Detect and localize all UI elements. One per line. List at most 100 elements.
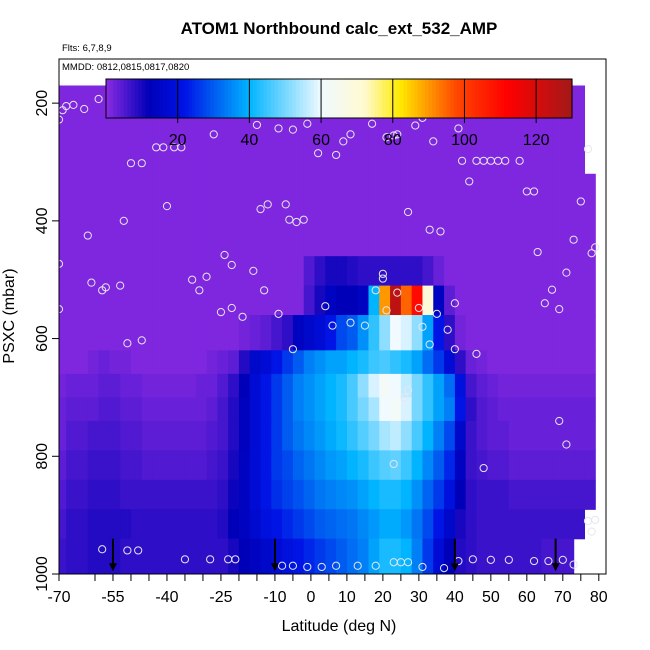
ground-arrow-0 [108,538,117,572]
heatmap-cell-6-7 [130,315,143,351]
heatmap-cell-9-13 [195,397,208,422]
heatmap-cell-8-36 [444,373,456,399]
heatmap-cell-8-20 [271,373,283,399]
heatmap-cell-11-34 [422,450,434,481]
heatmap-cell-10-29 [368,420,380,451]
heatmap-cell-12-30 [379,479,391,510]
heatmap-cell-7-13 [195,350,208,375]
heatmap-cell-5-37 [454,285,467,316]
sample-point-34 [260,286,269,295]
sample-point-91 [371,561,380,570]
heatmap-cell-7-41 [498,350,510,375]
heatmap-cell-10-23 [303,420,316,451]
colorbar-segment-34 [227,79,233,118]
heatmap-cell-5-43 [519,285,532,316]
colorbar-segment-93 [439,79,444,118]
heatmap-cell-12-20 [271,479,283,510]
heatmap-cell-8-30 [379,373,391,399]
sample-point-116 [346,318,355,327]
heatmap-cell-4-28 [357,256,370,287]
heatmap-cell-11-0 [59,450,67,481]
heatmap-cell-10-9 [152,420,164,451]
heatmap-cell-8-24 [314,373,326,399]
colorbar-segment-55 [303,79,308,118]
heatmap-cell-12-44 [530,479,542,510]
heatmap-cell-2-43 [519,173,532,222]
colorbar-segment-89 [425,79,430,118]
heatmap-cell-11-30 [379,450,391,481]
heatmap-cell-11-38 [465,450,478,481]
heatmap-cell-11-49 [584,450,596,481]
heatmap-cell-6-32 [400,315,413,351]
sample-point-102 [544,556,553,566]
heatmap-cell-10-17 [238,420,251,451]
heatmap-cell-12-8 [141,479,154,510]
sample-point-82 [206,555,215,564]
colorbar-segment-102 [471,79,476,118]
sample-point-72 [562,268,571,277]
x-tick-label-8: 30 [410,589,428,606]
heatmap-cell-7-32 [400,350,413,375]
heatmap-cell-9-38 [465,397,478,422]
colorbar-segment-62 [328,79,333,118]
heatmap-cell-7-17 [238,350,251,375]
heatmap-cell-5-16 [228,285,240,316]
heatmap-cell-1-20 [271,126,283,175]
heatmap-cell-3-14 [206,220,218,257]
heatmap-cell-13-45 [541,509,553,540]
sample-point-13 [126,159,136,168]
heatmap-cell-5-34 [422,285,434,316]
heatmap-cell-4-5 [109,256,121,287]
heatmap-cell-2-16 [228,173,240,222]
sample-point-96 [439,564,449,573]
heatmap-cell-10-48 [573,420,586,451]
x-tick-label-13: 80 [590,589,608,606]
heatmap-cell-13-18 [249,509,262,540]
heatmap-cell-1-43 [519,126,532,175]
heatmap-cell-11-17 [238,450,251,481]
heatmap-cell-9-23 [303,397,316,422]
sample-point-130 [389,459,398,469]
heatmap-cell-12-3 [87,479,100,510]
heatmap-cell-4-26 [336,256,348,287]
colorbar-segment-35 [231,79,236,118]
heatmap-cell-0-3 [87,85,100,128]
heatmap-cell-9-14 [206,397,218,422]
sample-point-134 [436,227,445,236]
sample-point-125 [432,309,441,318]
heatmap-cell-1-41 [498,126,510,175]
heatmap-cell-3-35 [433,220,445,257]
heatmap-cell-4-21 [282,256,294,287]
heatmap-cell-10-45 [541,420,553,451]
heatmap-cell-1-33 [411,126,424,175]
heatmap-cell-3-46 [552,220,564,257]
heatmap-cell-13-38 [465,509,478,540]
heatmap-cell-13-40 [487,509,499,540]
heatmap-cell-14-3 [87,538,100,574]
sample-point-75 [583,144,593,154]
heatmap-cell-13-46 [552,509,564,540]
heatmap-cell-14-12 [184,538,197,574]
heatmap-cell-12-37 [454,479,467,510]
heatmap-cell-11-3 [87,450,100,481]
heatmap-cell-7-33 [411,350,424,375]
heatmap-cell-7-14 [206,350,218,375]
heatmap-cell-14-44 [530,538,542,574]
heatmap-cell-5-5 [109,285,121,316]
heatmap-cell-9-41 [498,397,510,422]
heatmap-cell-3-32 [400,220,413,257]
heatmap-cell-10-1 [66,420,78,451]
heatmap-cell-12-16 [228,479,240,510]
heatmap-cell-8-43 [519,373,532,399]
sample-point-98 [468,555,477,564]
heatmap-cell-4-43 [519,256,532,287]
heatmap-cell-9-24 [314,397,326,422]
heatmap-cell-7-5 [109,350,121,375]
colorbar-segment-39 [245,79,250,118]
x-axis-label: Latitude (deg N) [282,618,397,635]
colorbar-frame [105,78,573,119]
heatmap-cell-7-36 [444,350,456,375]
heatmap-cell-2-1 [66,173,78,222]
heatmap-cell-1-34 [422,126,434,175]
